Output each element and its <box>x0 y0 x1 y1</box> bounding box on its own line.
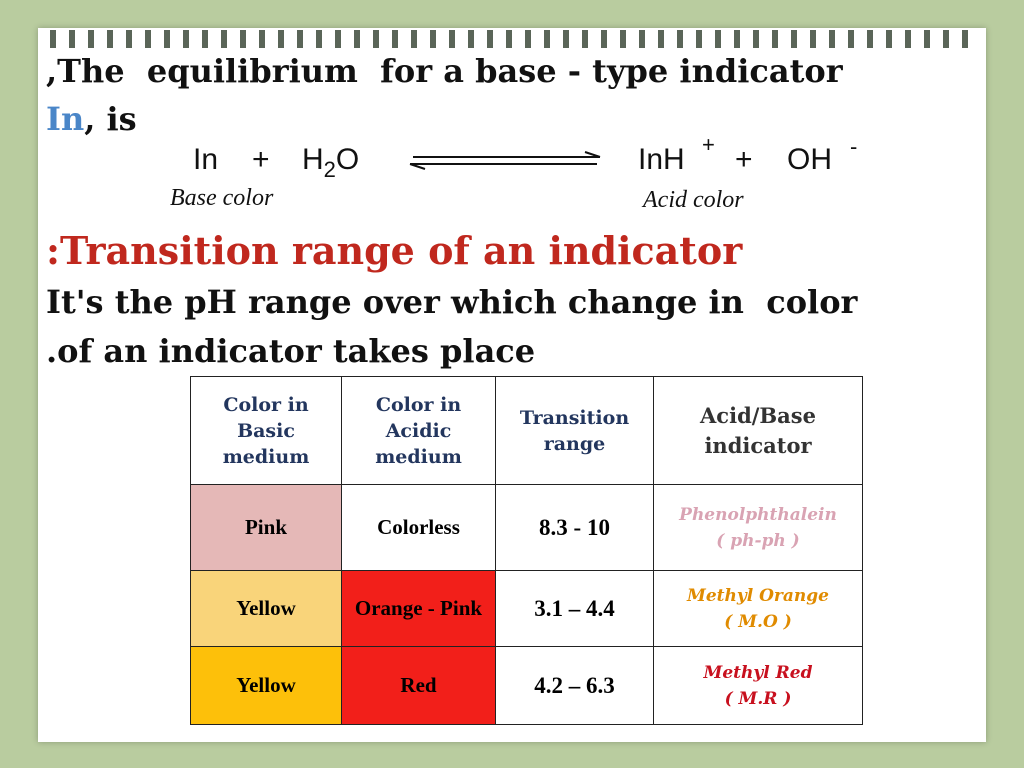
header-cell: Acid/Base indicator <box>653 376 863 485</box>
cell: Pink <box>190 484 342 571</box>
indicator-abbr: ( ph-ph ) <box>716 530 800 551</box>
equilibrium-arrow <box>409 151 601 170</box>
indicator-name: Methyl Orange <box>687 585 829 606</box>
cell: 4.2 – 6.3 <box>495 646 654 725</box>
intro-line: ,The equilibrium for a base - type indic… <box>46 52 843 90</box>
indicator-name: Phenolphthalein <box>679 504 837 525</box>
header-text: medium <box>222 445 310 468</box>
indicator-abbr: ( M.R ) <box>724 688 792 709</box>
acid-color-label: Acid color <box>643 187 744 213</box>
heading: :Transition range of an indicator <box>46 228 743 273</box>
definition-line: It's the pH range over which change in c… <box>46 283 858 321</box>
water: H2O <box>302 143 360 182</box>
header-cell: Transition range <box>495 376 654 485</box>
cell: Yellow <box>190 570 342 647</box>
header-text: Acidic <box>385 419 452 442</box>
header-text: Basic <box>237 419 295 442</box>
cell: Colorless <box>341 484 496 571</box>
water-o: O <box>335 143 360 176</box>
header-text: indicator <box>704 432 812 458</box>
indicator-cell: Phenolphthalein ( ph-ph ) <box>653 484 863 571</box>
product: InH <box>638 143 685 176</box>
water-sub: 2 <box>323 157 336 182</box>
intro-line: In, is <box>46 100 137 138</box>
header-text: Transition <box>519 406 630 429</box>
indicator-symbol: In <box>46 100 85 138</box>
plus: + <box>735 143 753 176</box>
indicator-table: Color in Basic medium Color in Acidic medium… <box>190 376 863 725</box>
indicator-cell: Methyl Red ( M.R ) <box>653 646 863 725</box>
intro-text: , is <box>84 100 137 138</box>
plus: + <box>252 143 270 176</box>
header-cell: Color in Basic medium <box>190 376 342 485</box>
indicator-cell: Methyl Orange ( M.O ) <box>653 570 863 647</box>
charge: + <box>702 132 715 157</box>
indicator-name: Methyl Red <box>703 662 813 683</box>
cell: 8.3 - 10 <box>495 484 654 571</box>
spiral-binding <box>50 30 980 48</box>
header-text: range <box>543 432 606 455</box>
cell: Orange - Pink <box>341 570 496 647</box>
indicator-abbr: ( M.O ) <box>724 611 792 632</box>
cell: Red <box>341 646 496 725</box>
header-cell: Color in Acidic medium <box>341 376 496 485</box>
water-h: H <box>302 143 324 176</box>
charge: - <box>850 134 858 159</box>
header-text: Color in <box>223 393 309 416</box>
cell: Yellow <box>190 646 342 725</box>
base-color-label: Base color <box>170 185 274 211</box>
product: OH <box>787 143 832 176</box>
header-text: Acid/Base <box>700 402 816 428</box>
reactant: In <box>193 143 219 176</box>
cell: 3.1 – 4.4 <box>495 570 654 647</box>
header-text: Color in <box>375 393 462 416</box>
header-text: medium <box>375 445 462 468</box>
definition-line: .of an indicator takes place <box>46 332 536 370</box>
